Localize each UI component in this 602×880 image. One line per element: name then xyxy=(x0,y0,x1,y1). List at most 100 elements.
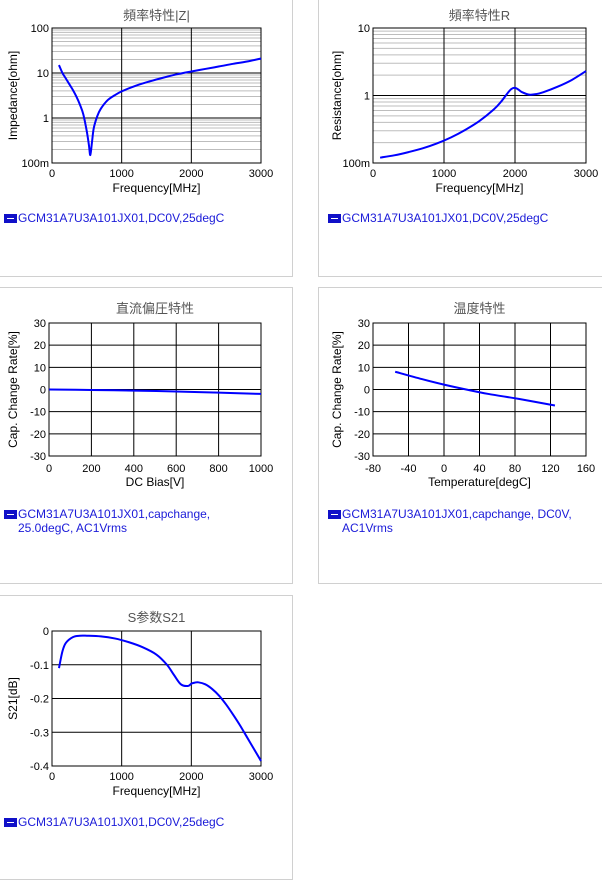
x-tick-label: 600 xyxy=(167,463,185,475)
y-axis-label: Resistance[ohm] xyxy=(330,51,344,140)
legend-swatch-icon xyxy=(4,510,17,519)
y-tick-label: 30 xyxy=(358,318,370,330)
legend-entry-resistance[interactable]: GCM31A7U3A101JX01,DC0V,25degC xyxy=(328,211,598,225)
x-tick-label: -40 xyxy=(401,463,417,475)
legend-entry-impedance[interactable]: GCM31A7U3A101JX01,DC0V,25degC xyxy=(4,211,290,225)
y-tick-label: -10 xyxy=(354,407,370,419)
y-tick-label: 1 xyxy=(43,113,49,125)
y-tick-label: -0.4 xyxy=(30,761,49,773)
series-line xyxy=(48,388,262,395)
chart-title: S参数S21 xyxy=(128,610,186,625)
x-tick-label: 2000 xyxy=(179,168,203,180)
x-tick-label: 3000 xyxy=(249,168,273,180)
y-tick-label: 0 xyxy=(43,626,49,638)
x-tick-label: 1000 xyxy=(109,771,133,783)
y-tick-label: 100 xyxy=(31,23,49,35)
chart-title: 頻率特性|Z| xyxy=(123,8,190,23)
x-tick-label: 0 xyxy=(441,463,447,475)
y-tick-label: 100m xyxy=(21,158,49,170)
plot-area xyxy=(372,322,587,457)
x-axis-label: Frequency[MHz] xyxy=(435,181,523,195)
plot-area xyxy=(51,27,262,164)
x-tick-label: 3000 xyxy=(249,771,273,783)
legend-swatch-icon xyxy=(328,214,341,223)
legend-label: GCM31A7U3A101JX01,DC0V,25degC xyxy=(18,211,225,225)
x-tick-label: 3000 xyxy=(574,168,598,180)
y-tick-label: 10 xyxy=(358,362,370,374)
y-tick-label: 30 xyxy=(34,318,46,330)
y-tick-label: 0 xyxy=(40,385,46,397)
y-tick-label: -0.2 xyxy=(30,694,49,706)
series-line xyxy=(394,370,556,407)
chart-title: 頻率特性R xyxy=(449,8,510,23)
legend-label: GCM31A7U3A101JX01,capchange, DC0V, AC1Vr… xyxy=(342,507,572,535)
series-line xyxy=(379,70,587,159)
legend-swatch-icon xyxy=(4,818,17,827)
legend-label: GCM31A7U3A101JX01,DC0V,25degC xyxy=(342,211,549,225)
plot-area xyxy=(372,27,587,164)
temperature-chart: 温度特性 -80 -40 0 40 80 120 160 -30 -20 -10 0 10 20 30 Tem… xyxy=(330,301,595,489)
x-tick-label: 80 xyxy=(509,463,521,475)
x-tick-label: 800 xyxy=(209,463,227,475)
x-tick-label: 2000 xyxy=(503,168,527,180)
y-axis-label: Impedance[ohm] xyxy=(6,51,20,140)
y-tick-label: 100m xyxy=(342,158,370,170)
x-tick-label: 2000 xyxy=(179,771,203,783)
legend-swatch-icon xyxy=(328,510,341,519)
y-tick-label: 10 xyxy=(358,23,370,35)
y-tick-label: 10 xyxy=(37,68,49,80)
s21-chart: S参数S21 0 1000 2000 3000 -0.4 -0.3 -0.2 -0.1 0 Freq… xyxy=(6,610,273,798)
y-axis-label: Cap. Change Rate[%] xyxy=(330,331,344,448)
x-tick-label: 40 xyxy=(473,463,485,475)
x-axis-label: Frequency[MHz] xyxy=(112,784,200,798)
x-axis-label: DC Bias[V] xyxy=(126,475,185,489)
plot-area xyxy=(51,630,262,767)
chart-title: 温度特性 xyxy=(453,301,505,316)
y-axis-label: S21[dB] xyxy=(6,677,20,720)
legend-swatch-icon xyxy=(4,214,17,223)
dc-bias-chart-panel: 直流偏圧特性 0 200 400 600 800 1000 -30 -20 -10 0 10 20 30 D… xyxy=(0,287,293,584)
y-tick-label: 10 xyxy=(34,362,46,374)
y-tick-label: -0.1 xyxy=(30,660,49,672)
chart-title: 直流偏圧特性 xyxy=(116,301,194,316)
series-line xyxy=(58,57,262,157)
x-tick-label: 0 xyxy=(49,168,55,180)
y-axis-label: Cap. Change Rate[%] xyxy=(6,331,20,448)
legend-entry-temperature[interactable]: GCM31A7U3A101JX01,capchange, DC0V, AC1Vr… xyxy=(328,507,598,535)
series-line xyxy=(57,634,262,762)
x-tick-label: 0 xyxy=(46,463,52,475)
x-tick-label: -80 xyxy=(365,463,381,475)
legend-label: GCM31A7U3A101JX01,DC0V,25degC xyxy=(18,815,225,829)
resistance-chart: 頻率特性R 0 1000 2000 3000 100m 1 10 Frequency[MHz] R… xyxy=(330,8,598,195)
x-tick-label: 160 xyxy=(577,463,595,475)
y-tick-label: -10 xyxy=(30,407,46,419)
x-tick-label: 1000 xyxy=(249,463,273,475)
x-tick-label: 1000 xyxy=(109,168,133,180)
s21-chart-panel: S参数S21 0 1000 2000 3000 -0.4 -0.3 -0.2 -0.1 0 Freq… xyxy=(0,595,293,880)
x-tick-label: 120 xyxy=(541,463,559,475)
x-tick-label: 0 xyxy=(49,771,55,783)
resistance-chart-panel: 頻率特性R 0 1000 2000 3000 100m 1 10 Frequency[MHz] R… xyxy=(318,0,602,277)
y-tick-label: 20 xyxy=(34,340,46,352)
y-tick-label: -30 xyxy=(30,451,46,463)
impedance-chart-panel: 頻率特性|Z| 0 1000 2000 3000 100m 1 10 100 Frequency[… xyxy=(0,0,293,277)
legend-entry-dc-bias[interactable]: GCM31A7U3A101JX01,capchange, 25.0degC, A… xyxy=(4,507,290,535)
y-tick-label: -20 xyxy=(354,429,370,441)
temperature-chart-panel: 温度特性 -80 -40 0 40 80 120 160 -30 -20 -10 0 10 20 30 Tem… xyxy=(318,287,602,584)
x-axis-label: Frequency[MHz] xyxy=(112,181,200,195)
dc-bias-chart: 直流偏圧特性 0 200 400 600 800 1000 -30 -20 -10 0 10 20 30 D… xyxy=(6,301,273,489)
x-tick-label: 400 xyxy=(125,463,143,475)
y-tick-label: -20 xyxy=(30,429,46,441)
x-tick-label: 200 xyxy=(82,463,100,475)
y-tick-label: 1 xyxy=(364,91,370,103)
x-tick-label: 1000 xyxy=(432,168,456,180)
legend-entry-s21[interactable]: GCM31A7U3A101JX01,DC0V,25degC xyxy=(4,815,290,829)
y-tick-label: 0 xyxy=(364,385,370,397)
y-tick-label: -30 xyxy=(354,451,370,463)
x-axis-label: Temperature[degC] xyxy=(428,475,531,489)
y-tick-label: 20 xyxy=(358,340,370,352)
y-tick-label: -0.3 xyxy=(30,727,49,739)
impedance-chart: 頻率特性|Z| 0 1000 2000 3000 100m 1 10 100 Frequency[… xyxy=(6,8,273,195)
x-tick-label: 0 xyxy=(370,168,376,180)
legend-label: GCM31A7U3A101JX01,capchange, 25.0degC, A… xyxy=(18,507,211,535)
